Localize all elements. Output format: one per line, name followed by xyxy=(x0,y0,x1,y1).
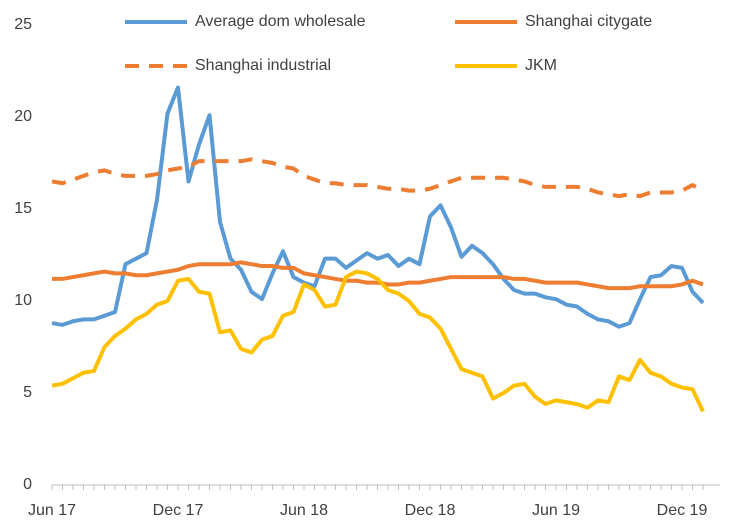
x-tick-label: Jun 18 xyxy=(280,502,328,519)
x-tick-label: Dec 18 xyxy=(405,502,456,519)
y-tick-label: 0 xyxy=(23,476,32,493)
y-tick-label: 20 xyxy=(14,108,32,125)
legend-label: Average dom wholesale xyxy=(195,13,366,30)
series-line xyxy=(52,260,704,291)
x-tick-label: Jun 19 xyxy=(532,502,580,519)
x-tick-label: Dec 17 xyxy=(153,502,204,519)
series-line xyxy=(51,85,705,329)
y-tick-label: 25 xyxy=(14,16,32,33)
y-tick-label: 5 xyxy=(23,384,32,401)
x-tick-label: Jun 17 xyxy=(28,502,76,519)
legend-label: Shanghai industrial xyxy=(195,57,331,74)
series-line xyxy=(51,269,705,413)
legend-label: JKM xyxy=(525,57,557,74)
x-tick-label: Dec 19 xyxy=(657,502,708,519)
series-line xyxy=(51,157,704,199)
legend-label: Shanghai citygate xyxy=(525,13,652,30)
y-tick-label: 10 xyxy=(14,292,32,309)
y-tick-label: 15 xyxy=(14,200,32,217)
